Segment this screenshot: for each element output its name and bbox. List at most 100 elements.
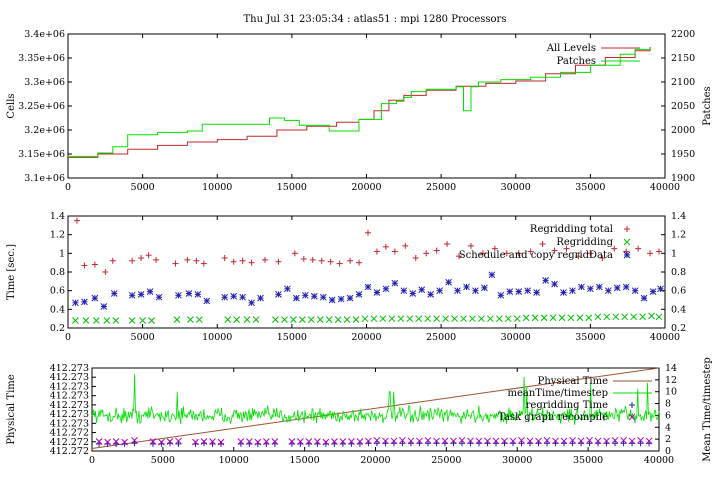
point-1-51: [594, 313, 602, 321]
point-2-46: [524, 287, 532, 295]
point-0-0: [73, 217, 80, 224]
point-2-38: [454, 287, 461, 295]
point-2-51: [569, 287, 576, 295]
point-1-21: [325, 316, 333, 323]
point-2-13: [221, 293, 229, 301]
point-3-1-12: [217, 438, 225, 446]
y-tick-label-left-0-5: 3.35e+06: [18, 53, 65, 64]
point-0-41: [515, 250, 522, 257]
point-3-1-44: [509, 437, 517, 445]
point-3-1-56: [611, 436, 619, 444]
y-tick-label-left-2-8: 412.273: [50, 372, 89, 383]
x-tick-label-2-6: 30000: [502, 455, 532, 466]
point-0-3: [102, 269, 109, 275]
point-3-0-51: [569, 440, 576, 447]
point-0-21: [309, 256, 316, 263]
point-3-0-48: [544, 440, 551, 447]
point-2-10: [185, 290, 193, 297]
point-3-1-14: [245, 438, 253, 445]
y-tick-label-left-2-3: 412.273: [50, 418, 89, 429]
point-3-0-53: [586, 440, 593, 447]
point-2-2: [91, 294, 99, 302]
y-tick-label-left-2-5: 412.273: [50, 400, 89, 411]
point-1-54: [621, 313, 629, 321]
legend-label-1-1: Regridding: [556, 237, 613, 248]
point-2-0: [72, 299, 79, 307]
point-0-46: [575, 253, 582, 260]
y-tick-label-left-2-6: 412.273: [50, 391, 89, 402]
y-tick-label-right-0-6: 2200: [671, 29, 695, 40]
legend-marker-1-1: [623, 238, 631, 246]
point-0-19: [291, 250, 298, 257]
point-1-57: [648, 312, 655, 320]
point-3-1-55: [603, 437, 610, 445]
point-2-30: [382, 285, 390, 293]
point-3-1-47: [535, 437, 542, 445]
point-3-1-22: [322, 438, 330, 446]
x-tick-label-2-2: 10000: [219, 455, 249, 466]
point-2-22: [310, 292, 318, 300]
x-tick-label-1-5: 25000: [426, 332, 456, 343]
point-0-13: [221, 255, 228, 261]
point-0-26: [356, 259, 363, 266]
point-3-1-5: [149, 438, 157, 445]
y-tick-label-right-2-7: 14: [665, 363, 677, 374]
x-tick-label-0-7: 35000: [575, 182, 605, 193]
point-2-35: [427, 291, 435, 298]
point-3-1-35: [433, 437, 440, 445]
point-1-48: [567, 314, 575, 322]
point-2-60: [649, 288, 657, 295]
point-0-35: [444, 241, 451, 247]
y-tick-label-left-1-6: 1.4: [50, 211, 65, 222]
point-2-29: [373, 289, 381, 296]
x-tick-label-2-3: 15000: [290, 455, 320, 466]
point-2-33: [409, 290, 417, 297]
point-1-50: [585, 314, 593, 322]
x-tick-label-0-8: 40000: [650, 182, 680, 193]
point-1-25: [361, 315, 369, 323]
point-2-48: [542, 277, 549, 284]
point-1-32: [424, 315, 432, 323]
point-0-40: [503, 250, 510, 257]
point-0-8: [153, 256, 160, 263]
x-tick-label-1-2: 10000: [202, 332, 232, 343]
point-1-56: [639, 313, 646, 321]
point-2-27: [355, 291, 363, 298]
y-tick-label-left-0-3: 3.25e+06: [18, 101, 65, 112]
point-0-43: [539, 241, 546, 247]
point-0-20: [300, 255, 307, 262]
point-1-8: [173, 316, 181, 323]
point-3-1-30: [390, 437, 398, 445]
y-tick-label-left-2-7: 412.273: [50, 381, 89, 392]
point-2-31: [391, 279, 399, 287]
point-2-19: [284, 285, 291, 293]
legend-label-1-0: Regridding total: [530, 224, 613, 235]
point-1-23: [343, 316, 351, 323]
point-1-29: [397, 315, 405, 323]
y-tick-label-left-2-9: 412.273: [50, 363, 89, 374]
point-2-37: [445, 278, 452, 286]
x-tick-label-0-4: 20000: [351, 182, 381, 193]
figure-title: Thu Jul 31 23:05:34 : atlas51 : mpi 1280…: [244, 14, 507, 25]
x-tick-label-0-1: 5000: [131, 182, 155, 193]
y-tick-label-right-2-6: 12: [665, 375, 677, 386]
point-3-1-2: [112, 438, 120, 445]
point-0-18: [275, 258, 282, 265]
x-tick-label-2-8: 40000: [644, 455, 674, 466]
legend-label-2-0: Physical Time: [538, 376, 608, 387]
legend-marker-2-3: [628, 413, 636, 421]
point-1-36: [460, 315, 467, 323]
point-1-2: [93, 317, 100, 324]
point-1-6: [139, 317, 146, 324]
y-tick-label-right-2-0: 0: [665, 446, 671, 457]
point-1-7: [148, 317, 155, 324]
y-tick-label-left-2-1: 412.272: [50, 437, 89, 448]
point-1-13: [243, 316, 251, 323]
series-line-all-levels: [68, 47, 651, 158]
point-1-43: [522, 314, 530, 322]
point-3-0-45: [518, 440, 525, 447]
point-2-59: [640, 294, 648, 302]
point-3-1-60: [645, 437, 653, 445]
point-0-2: [91, 261, 98, 268]
point-2-8: [155, 293, 163, 301]
